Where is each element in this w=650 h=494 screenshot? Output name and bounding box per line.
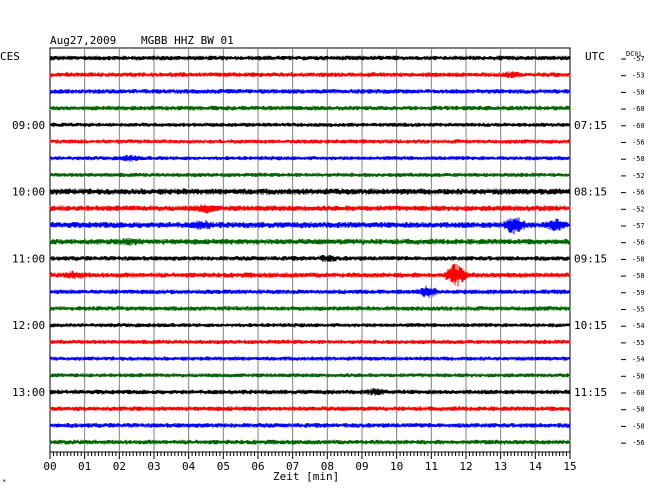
corner-mark: * xyxy=(2,478,7,486)
dc-offset-label: -58 xyxy=(632,372,645,380)
seismic-trace xyxy=(49,204,571,214)
header-station: MGBB HHZ BW 01 xyxy=(141,34,234,47)
dc-offset-label: -58 xyxy=(632,255,645,263)
seismic-trace xyxy=(49,406,571,412)
x-axis-title: Zeit [min] xyxy=(273,470,340,483)
dc-offset-label: -55 xyxy=(632,306,645,314)
left-time-label: 11:00 xyxy=(12,252,45,265)
seismic-trace xyxy=(49,423,571,428)
label-layer: -57 -53 -58 -60 -60 -56 -58 -52 -56 -52 -57 -56 -58 -… xyxy=(12,55,645,447)
seismic-trace xyxy=(49,388,571,396)
dc-offset-label: -58 xyxy=(632,272,645,280)
left-timezone-label: CES xyxy=(0,50,20,63)
seismic-trace xyxy=(49,263,571,287)
dc-offset-label: -57 xyxy=(632,222,645,230)
dc-offset-label: -58 xyxy=(632,406,645,414)
dc-sub-label: 01 xyxy=(634,51,642,58)
seismic-trace xyxy=(49,71,571,79)
x-tick-label: 01 xyxy=(78,460,91,473)
seismic-trace xyxy=(49,122,571,127)
dc-offset-label: -53 xyxy=(632,72,645,80)
right-time-label: 11:15 xyxy=(574,386,607,399)
seismic-trace xyxy=(49,237,571,247)
x-tick-label: 03 xyxy=(147,460,160,473)
seismic-trace xyxy=(49,439,571,445)
left-time-label: 13:00 xyxy=(12,386,45,399)
dc-offset-label: -56 xyxy=(632,139,645,147)
x-tick-label: 15 xyxy=(563,460,576,473)
seismic-trace xyxy=(49,217,571,235)
x-tick-label: 11 xyxy=(425,460,438,473)
dc-offset-label: -54 xyxy=(632,356,645,364)
seismic-trace xyxy=(49,188,571,195)
seismic-trace xyxy=(49,139,571,144)
dc-offset-label: -56 xyxy=(632,239,645,247)
dc-offset-label: -54 xyxy=(632,322,645,330)
seismic-trace xyxy=(49,89,571,94)
dc-offset-label: -58 xyxy=(632,88,645,96)
seismic-trace xyxy=(49,105,571,111)
seismic-trace xyxy=(49,323,571,328)
right-time-label: 07:15 xyxy=(574,119,607,132)
dc-offset-label: -60 xyxy=(632,122,645,130)
dc-offset-label: -58 xyxy=(632,155,645,163)
seismic-trace xyxy=(49,172,571,178)
x-tick-label: 12 xyxy=(459,460,472,473)
x-tick-label: 07 xyxy=(286,460,299,473)
dc-offset-label: -58 xyxy=(632,422,645,430)
dc-offset-label: -60 xyxy=(632,389,645,397)
right-time-label: 10:15 xyxy=(574,319,607,332)
x-tick-label: 06 xyxy=(251,460,264,473)
seismic-trace xyxy=(49,55,571,61)
x-tick-label: 10 xyxy=(390,460,403,473)
seismic-trace xyxy=(49,255,571,262)
dc-offset-label: -55 xyxy=(632,339,645,347)
header-date: Aug27,2009 xyxy=(50,34,117,47)
seismic-trace xyxy=(49,356,571,361)
seismic-trace xyxy=(49,154,571,162)
dc-offset-label: -59 xyxy=(632,289,645,297)
dc-offset-label: -60 xyxy=(632,105,645,113)
trace-layer xyxy=(49,55,571,445)
x-tick-label: 00 xyxy=(43,460,56,473)
seismic-trace xyxy=(49,373,571,378)
x-tick-label: 02 xyxy=(113,460,126,473)
right-time-label: 09:15 xyxy=(574,252,607,265)
right-time-label: 08:15 xyxy=(574,186,607,199)
left-time-label: 09:00 xyxy=(12,119,45,132)
dc-offset-label: -56 xyxy=(632,439,645,447)
seismic-trace xyxy=(49,339,571,345)
dc-offset-header: DC01 xyxy=(626,50,642,59)
x-tick-label: 09 xyxy=(355,460,368,473)
grid-layer xyxy=(49,47,571,453)
left-time-label: 10:00 xyxy=(12,186,45,199)
x-tick-label: 08 xyxy=(321,460,334,473)
x-tick-label: 04 xyxy=(182,460,196,473)
seismic-trace xyxy=(49,306,571,311)
x-tick-label: 13 xyxy=(494,460,507,473)
x-tick-label: 05 xyxy=(217,460,230,473)
right-timezone-label: UTC xyxy=(585,50,605,63)
left-time-label: 12:00 xyxy=(12,319,45,332)
seismic-trace xyxy=(49,285,571,298)
dc-offset-label: -52 xyxy=(632,205,645,213)
x-tick-label: 14 xyxy=(529,460,543,473)
dc-offset-label: -56 xyxy=(632,189,645,197)
dc-label: DC xyxy=(626,50,635,58)
x-axis: 00 01 02 03 04 05 06 07 08 09 10 11 12 13 14 15 xyxy=(43,452,577,473)
dc-offset-label: -52 xyxy=(632,172,645,180)
dc-offset-label: -57 xyxy=(632,55,645,63)
